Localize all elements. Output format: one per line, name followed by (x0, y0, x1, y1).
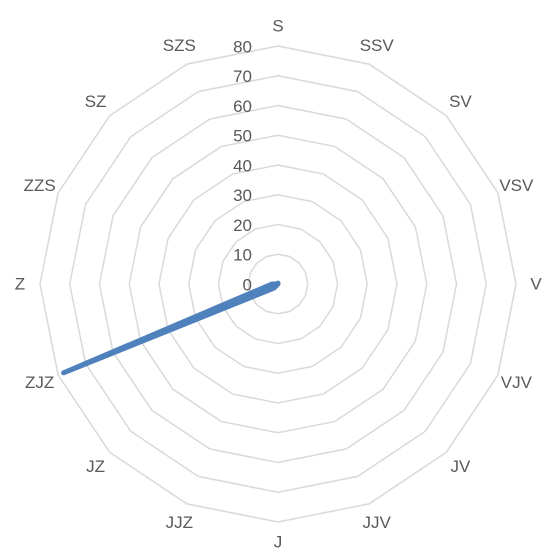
r-tick-label: 50 (233, 127, 252, 146)
series-line (61, 280, 281, 376)
r-tick-label: 80 (233, 37, 252, 56)
grid-ring (128, 134, 428, 434)
grid-ring (68, 74, 488, 494)
r-tick-label: 30 (233, 186, 252, 205)
category-label: V (530, 274, 542, 293)
category-label: Z (15, 274, 25, 293)
r-tick-label: 20 (233, 216, 252, 235)
grid-ring (39, 45, 517, 523)
r-tick-label: 0 (243, 275, 252, 294)
category-label: S (272, 16, 283, 35)
grid-ring (247, 253, 309, 315)
category-label: SZS (163, 36, 196, 55)
category-label: VSV (499, 176, 534, 195)
category-label: JJZ (166, 513, 193, 532)
grid-ring (98, 104, 458, 464)
category-label: SSV (360, 36, 395, 55)
grid-ring (187, 193, 369, 375)
category-label: SZ (85, 92, 107, 111)
category-label: JZ (86, 457, 105, 476)
category-label: ZZS (24, 176, 56, 195)
r-tick-label: 40 (233, 156, 252, 175)
r-tick-label: 60 (233, 97, 252, 116)
r-tick-label: 10 (233, 246, 252, 265)
category-label: SV (449, 92, 472, 111)
grid-ring (158, 164, 398, 404)
category-label: VJV (501, 373, 533, 392)
grid-ring (217, 223, 339, 345)
category-label: JV (451, 457, 472, 476)
category-label: JJV (363, 513, 392, 532)
category-label: ZJZ (25, 373, 54, 392)
r-tick-label: 70 (233, 67, 252, 86)
category-label: J (274, 532, 283, 549)
